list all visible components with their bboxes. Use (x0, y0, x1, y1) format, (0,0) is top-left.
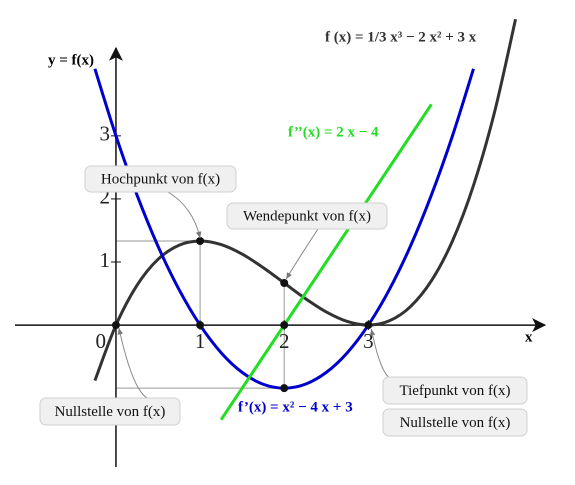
annotation-arrow (117, 327, 159, 401)
annotation-box (39, 397, 181, 426)
y-tick-label: 2 (99, 185, 110, 209)
annotation-text: Hochpunkt von f(x) (101, 171, 220, 187)
point (196, 321, 205, 330)
point (196, 236, 205, 245)
annotation-arrow (167, 191, 202, 239)
curve (219, 103, 433, 421)
x-tick-label: 2 (279, 329, 290, 353)
point (280, 384, 289, 393)
annotation-arrow (369, 328, 401, 381)
x-tick-label: 0 (95, 329, 106, 353)
y-tick-label: 1 (99, 248, 110, 272)
x-tick-label: 3 (363, 329, 374, 353)
legend-label: f’’(x) = 2 x − 4 (288, 124, 379, 140)
point (280, 279, 289, 288)
annotation-box (382, 408, 528, 437)
annotation-box (382, 376, 528, 405)
y-tick-label: 3 (99, 122, 110, 146)
point (280, 321, 289, 330)
point (111, 321, 120, 330)
point (364, 321, 373, 330)
annotation-text: Tiefpunkt von f(x) (399, 383, 510, 399)
annotation-text: Nullstelle von f(x) (400, 415, 511, 431)
x-tick-label: 1 (195, 329, 206, 353)
legend-label: f (x) = 1/3 x³ − 2 x² + 3 x (325, 29, 477, 45)
x-axis-label: x (525, 329, 533, 345)
annotation-text: Nullstelle von f(x) (55, 404, 166, 420)
y-axis-label: y = f(x) (48, 52, 94, 68)
annotation-box (226, 202, 388, 230)
legend-label: f’(x) = x² − 4 x + 3 (238, 399, 353, 415)
annotation-box (84, 165, 237, 193)
annotation-text: Wendepunkt von f(x) (243, 208, 371, 224)
curve (93, 18, 518, 382)
annotation-arrow (285, 228, 319, 280)
